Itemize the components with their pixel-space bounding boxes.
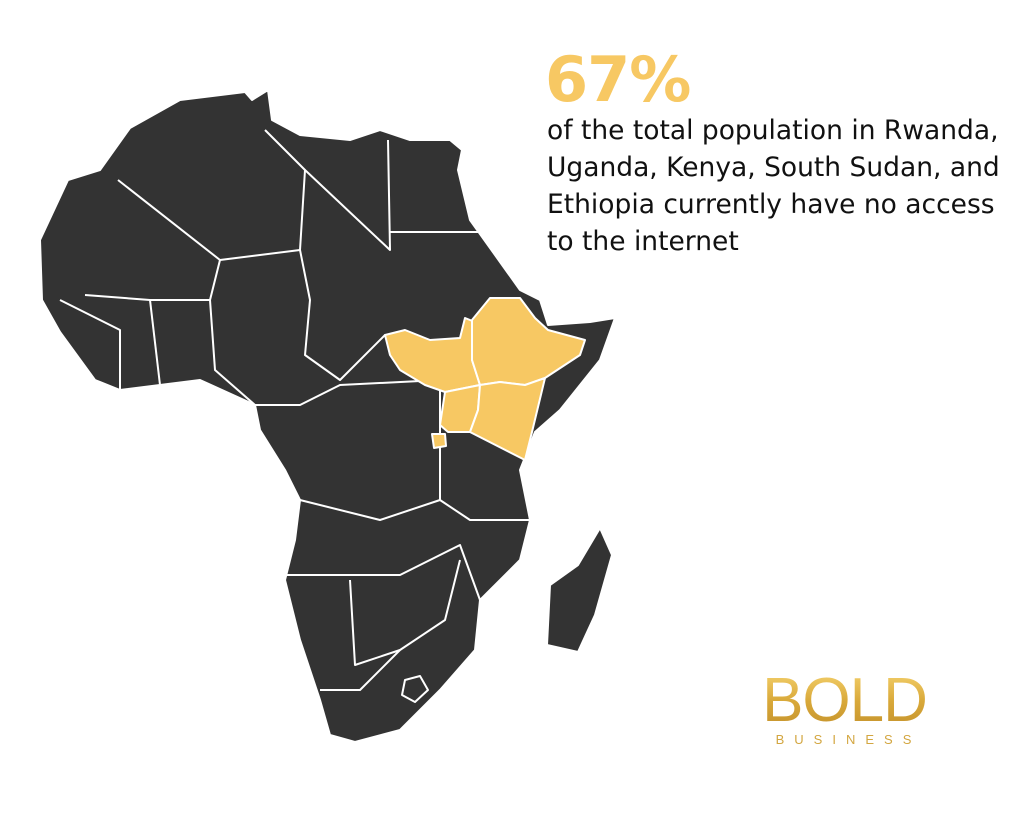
lesotho xyxy=(401,675,429,703)
country-borders xyxy=(209,299,530,521)
country-rwanda xyxy=(431,433,447,449)
headline-description: of the total population in Rwanda, Ugand… xyxy=(547,115,1000,257)
madagascar xyxy=(546,527,613,653)
country-borders xyxy=(285,544,481,601)
logo-sub: BUSINESS xyxy=(775,732,922,747)
country-kenya xyxy=(469,377,546,461)
country-borders xyxy=(320,649,401,691)
country-borders xyxy=(84,259,221,301)
country-borders xyxy=(299,499,441,521)
bold-business-logo: BOLD BUSINESS xyxy=(752,670,937,748)
logo-main: BOLD xyxy=(752,670,937,732)
country-borders xyxy=(299,249,386,381)
headline-stat: 67% xyxy=(545,43,691,116)
country-borders xyxy=(304,139,391,251)
country-borders xyxy=(59,299,121,390)
africa-landmass xyxy=(39,89,616,743)
country-borders xyxy=(149,299,161,386)
